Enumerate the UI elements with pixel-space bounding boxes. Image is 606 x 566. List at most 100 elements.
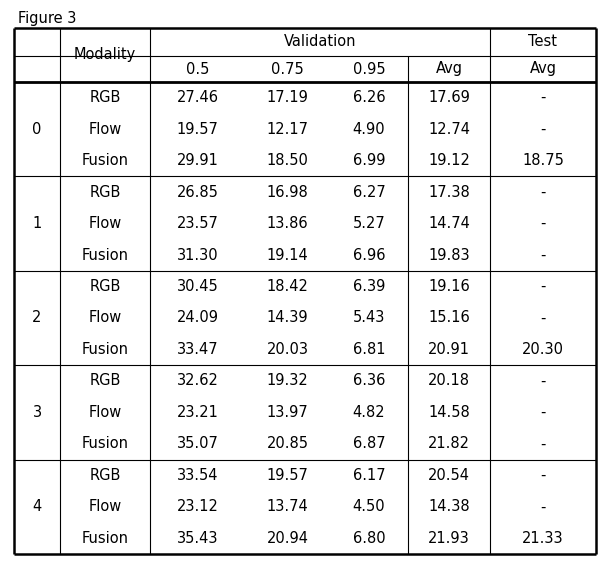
Text: 13.97: 13.97 [267,405,308,420]
Text: RGB: RGB [89,279,121,294]
Text: RGB: RGB [89,90,121,105]
Text: 23.21: 23.21 [176,405,218,420]
Text: 24.09: 24.09 [176,311,219,325]
Text: 21.33: 21.33 [522,531,564,546]
Text: RGB: RGB [89,468,121,483]
Text: 19.83: 19.83 [428,247,470,263]
Text: 5.27: 5.27 [353,216,385,231]
Text: Test: Test [528,35,558,49]
Text: 6.96: 6.96 [353,247,385,263]
Text: -: - [541,436,545,451]
Text: -: - [541,499,545,514]
Text: -: - [541,374,545,388]
Text: Modality: Modality [74,48,136,62]
Text: 13.74: 13.74 [267,499,308,514]
Text: RGB: RGB [89,374,121,388]
Text: 6.39: 6.39 [353,279,385,294]
Text: 6.36: 6.36 [353,374,385,388]
Text: 6.17: 6.17 [353,468,385,483]
Text: 0.5: 0.5 [186,62,209,76]
Text: 19.16: 19.16 [428,279,470,294]
Text: Flow: Flow [88,405,122,420]
Text: 20.18: 20.18 [428,374,470,388]
Text: 14.38: 14.38 [428,499,470,514]
Text: -: - [541,216,545,231]
Text: 18.75: 18.75 [522,153,564,168]
Text: 14.58: 14.58 [428,405,470,420]
Text: 0: 0 [32,122,42,137]
Text: 6.81: 6.81 [353,342,385,357]
Text: 12.74: 12.74 [428,122,470,137]
Text: 16.98: 16.98 [267,185,308,200]
Text: 20.54: 20.54 [428,468,470,483]
Text: 6.99: 6.99 [353,153,385,168]
Text: 12.17: 12.17 [267,122,308,137]
Text: 26.85: 26.85 [176,185,218,200]
Text: Flow: Flow [88,216,122,231]
Text: 4.90: 4.90 [353,122,385,137]
Text: Avg: Avg [530,62,556,76]
Text: -: - [541,122,545,137]
Text: Fusion: Fusion [81,531,128,546]
Text: Avg: Avg [436,62,462,76]
Text: 29.91: 29.91 [176,153,218,168]
Text: 0.75: 0.75 [271,62,304,76]
Text: 27.46: 27.46 [176,90,219,105]
Text: RGB: RGB [89,185,121,200]
Text: 4.50: 4.50 [353,499,385,514]
Text: 6.87: 6.87 [353,436,385,451]
Text: 20.85: 20.85 [267,436,308,451]
Text: 4.82: 4.82 [353,405,385,420]
Text: -: - [541,90,545,105]
Text: 5.43: 5.43 [353,311,385,325]
Text: 0.95: 0.95 [353,62,385,76]
Text: 23.12: 23.12 [176,499,218,514]
Text: -: - [541,311,545,325]
Text: 6.80: 6.80 [353,531,385,546]
Text: 20.91: 20.91 [428,342,470,357]
Text: 20.03: 20.03 [267,342,308,357]
Text: -: - [541,405,545,420]
Text: 19.57: 19.57 [267,468,308,483]
Text: 18.42: 18.42 [267,279,308,294]
Text: 31.30: 31.30 [177,247,218,263]
Text: 17.38: 17.38 [428,185,470,200]
Text: 18.50: 18.50 [267,153,308,168]
Text: 13.86: 13.86 [267,216,308,231]
Text: Flow: Flow [88,311,122,325]
Text: 14.74: 14.74 [428,216,470,231]
Text: Flow: Flow [88,499,122,514]
Text: 3: 3 [33,405,42,420]
Text: 21.82: 21.82 [428,436,470,451]
Text: 17.19: 17.19 [267,90,308,105]
Text: -: - [541,279,545,294]
Text: Fusion: Fusion [81,436,128,451]
Text: 1: 1 [32,216,42,231]
Text: 20.94: 20.94 [267,531,308,546]
Text: Validation: Validation [284,35,356,49]
Text: 6.26: 6.26 [353,90,385,105]
Text: 20.30: 20.30 [522,342,564,357]
Text: 14.39: 14.39 [267,311,308,325]
Text: 2: 2 [32,311,42,325]
Text: 4: 4 [32,499,42,514]
Text: 33.54: 33.54 [177,468,218,483]
Text: 35.07: 35.07 [176,436,218,451]
Text: 6.27: 6.27 [353,185,385,200]
Text: 15.16: 15.16 [428,311,470,325]
Text: Fusion: Fusion [81,342,128,357]
Text: 30.45: 30.45 [176,279,218,294]
Text: -: - [541,247,545,263]
Text: 35.43: 35.43 [177,531,218,546]
Text: Figure 3: Figure 3 [18,11,76,26]
Text: Flow: Flow [88,122,122,137]
Text: 19.32: 19.32 [267,374,308,388]
Text: 19.57: 19.57 [176,122,218,137]
Text: 19.12: 19.12 [428,153,470,168]
Text: Fusion: Fusion [81,153,128,168]
Text: 33.47: 33.47 [177,342,218,357]
Text: -: - [541,185,545,200]
Text: 32.62: 32.62 [176,374,218,388]
Text: 19.14: 19.14 [267,247,308,263]
Text: -: - [541,468,545,483]
